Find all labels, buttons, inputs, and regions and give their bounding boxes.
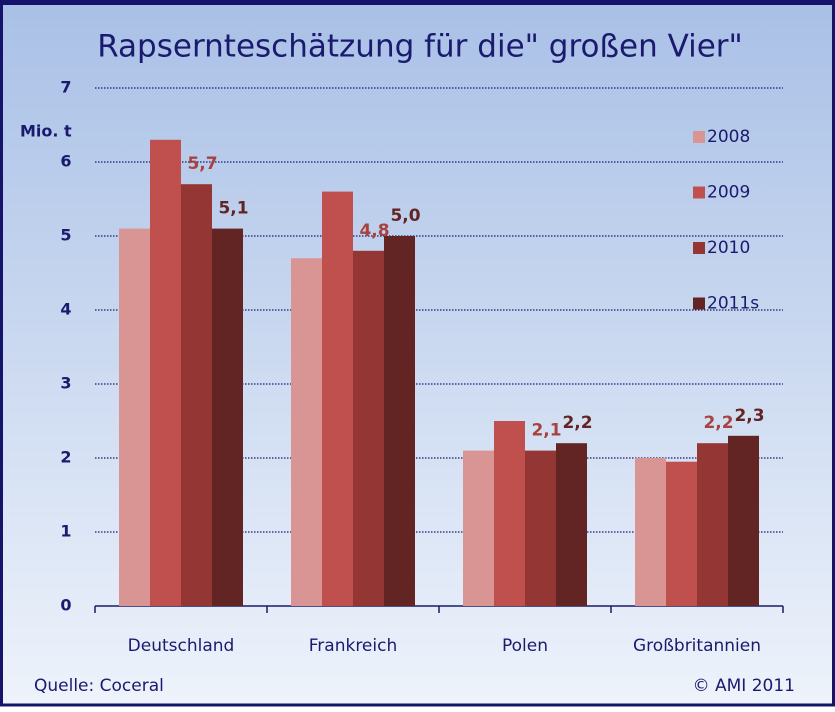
bar: [119, 228, 150, 606]
source: Quelle: Coceral: [34, 676, 164, 696]
legend-label: 2011s: [707, 294, 759, 314]
bar: [635, 458, 666, 606]
y-tick-label: 0: [60, 596, 71, 615]
chart-title: Rapsernteschätzung für die" großen Vier": [97, 29, 743, 65]
bar: [494, 421, 525, 606]
data-label: 5,1: [218, 199, 248, 219]
x-tick-label: Großbritannien: [633, 636, 761, 656]
y-tick-label: 2: [60, 448, 71, 467]
x-tick-label: Polen: [502, 636, 548, 656]
bar: [525, 450, 556, 606]
data-label: 2,1: [531, 421, 561, 441]
y-tick-label: 1: [60, 522, 71, 541]
copyright: © AMI 2011: [693, 676, 795, 696]
y-tick-label: 4: [60, 300, 71, 319]
data-label: 5,0: [390, 206, 420, 226]
bar: [353, 250, 384, 607]
bar: [463, 450, 494, 606]
y-tick-label: 7: [60, 78, 71, 97]
bar: [291, 258, 322, 606]
legend-swatch: [693, 242, 705, 254]
bar: [697, 443, 728, 606]
y-tick-label: 3: [60, 374, 71, 393]
y-tick-label: 5: [60, 226, 71, 245]
legend-swatch: [693, 131, 705, 143]
top-band: [0, 0, 835, 5]
data-label: 4,8: [359, 221, 389, 241]
data-label: 2,3: [734, 406, 764, 426]
bar: [556, 443, 587, 606]
data-label: 2,2: [703, 413, 733, 433]
data-label: 5,7: [187, 154, 217, 174]
bar: [181, 184, 212, 606]
bar: [150, 139, 181, 607]
legend-label: 2010: [707, 238, 750, 258]
y-tick-label: 6: [60, 152, 71, 171]
x-tick-label: Frankreich: [309, 636, 398, 656]
x-tick-label: Deutschland: [128, 636, 235, 656]
y-axis-label: Mio. t: [20, 122, 72, 141]
bar: [322, 191, 353, 606]
legend-swatch: [693, 297, 705, 310]
bar: [728, 435, 759, 606]
legend-label: 2009: [707, 183, 750, 203]
bar: [666, 461, 697, 606]
bar: [212, 228, 243, 606]
legend-swatch: [693, 186, 705, 199]
bar: [384, 236, 415, 606]
legend-label: 2008: [707, 127, 750, 147]
data-label: 2,2: [562, 413, 592, 433]
